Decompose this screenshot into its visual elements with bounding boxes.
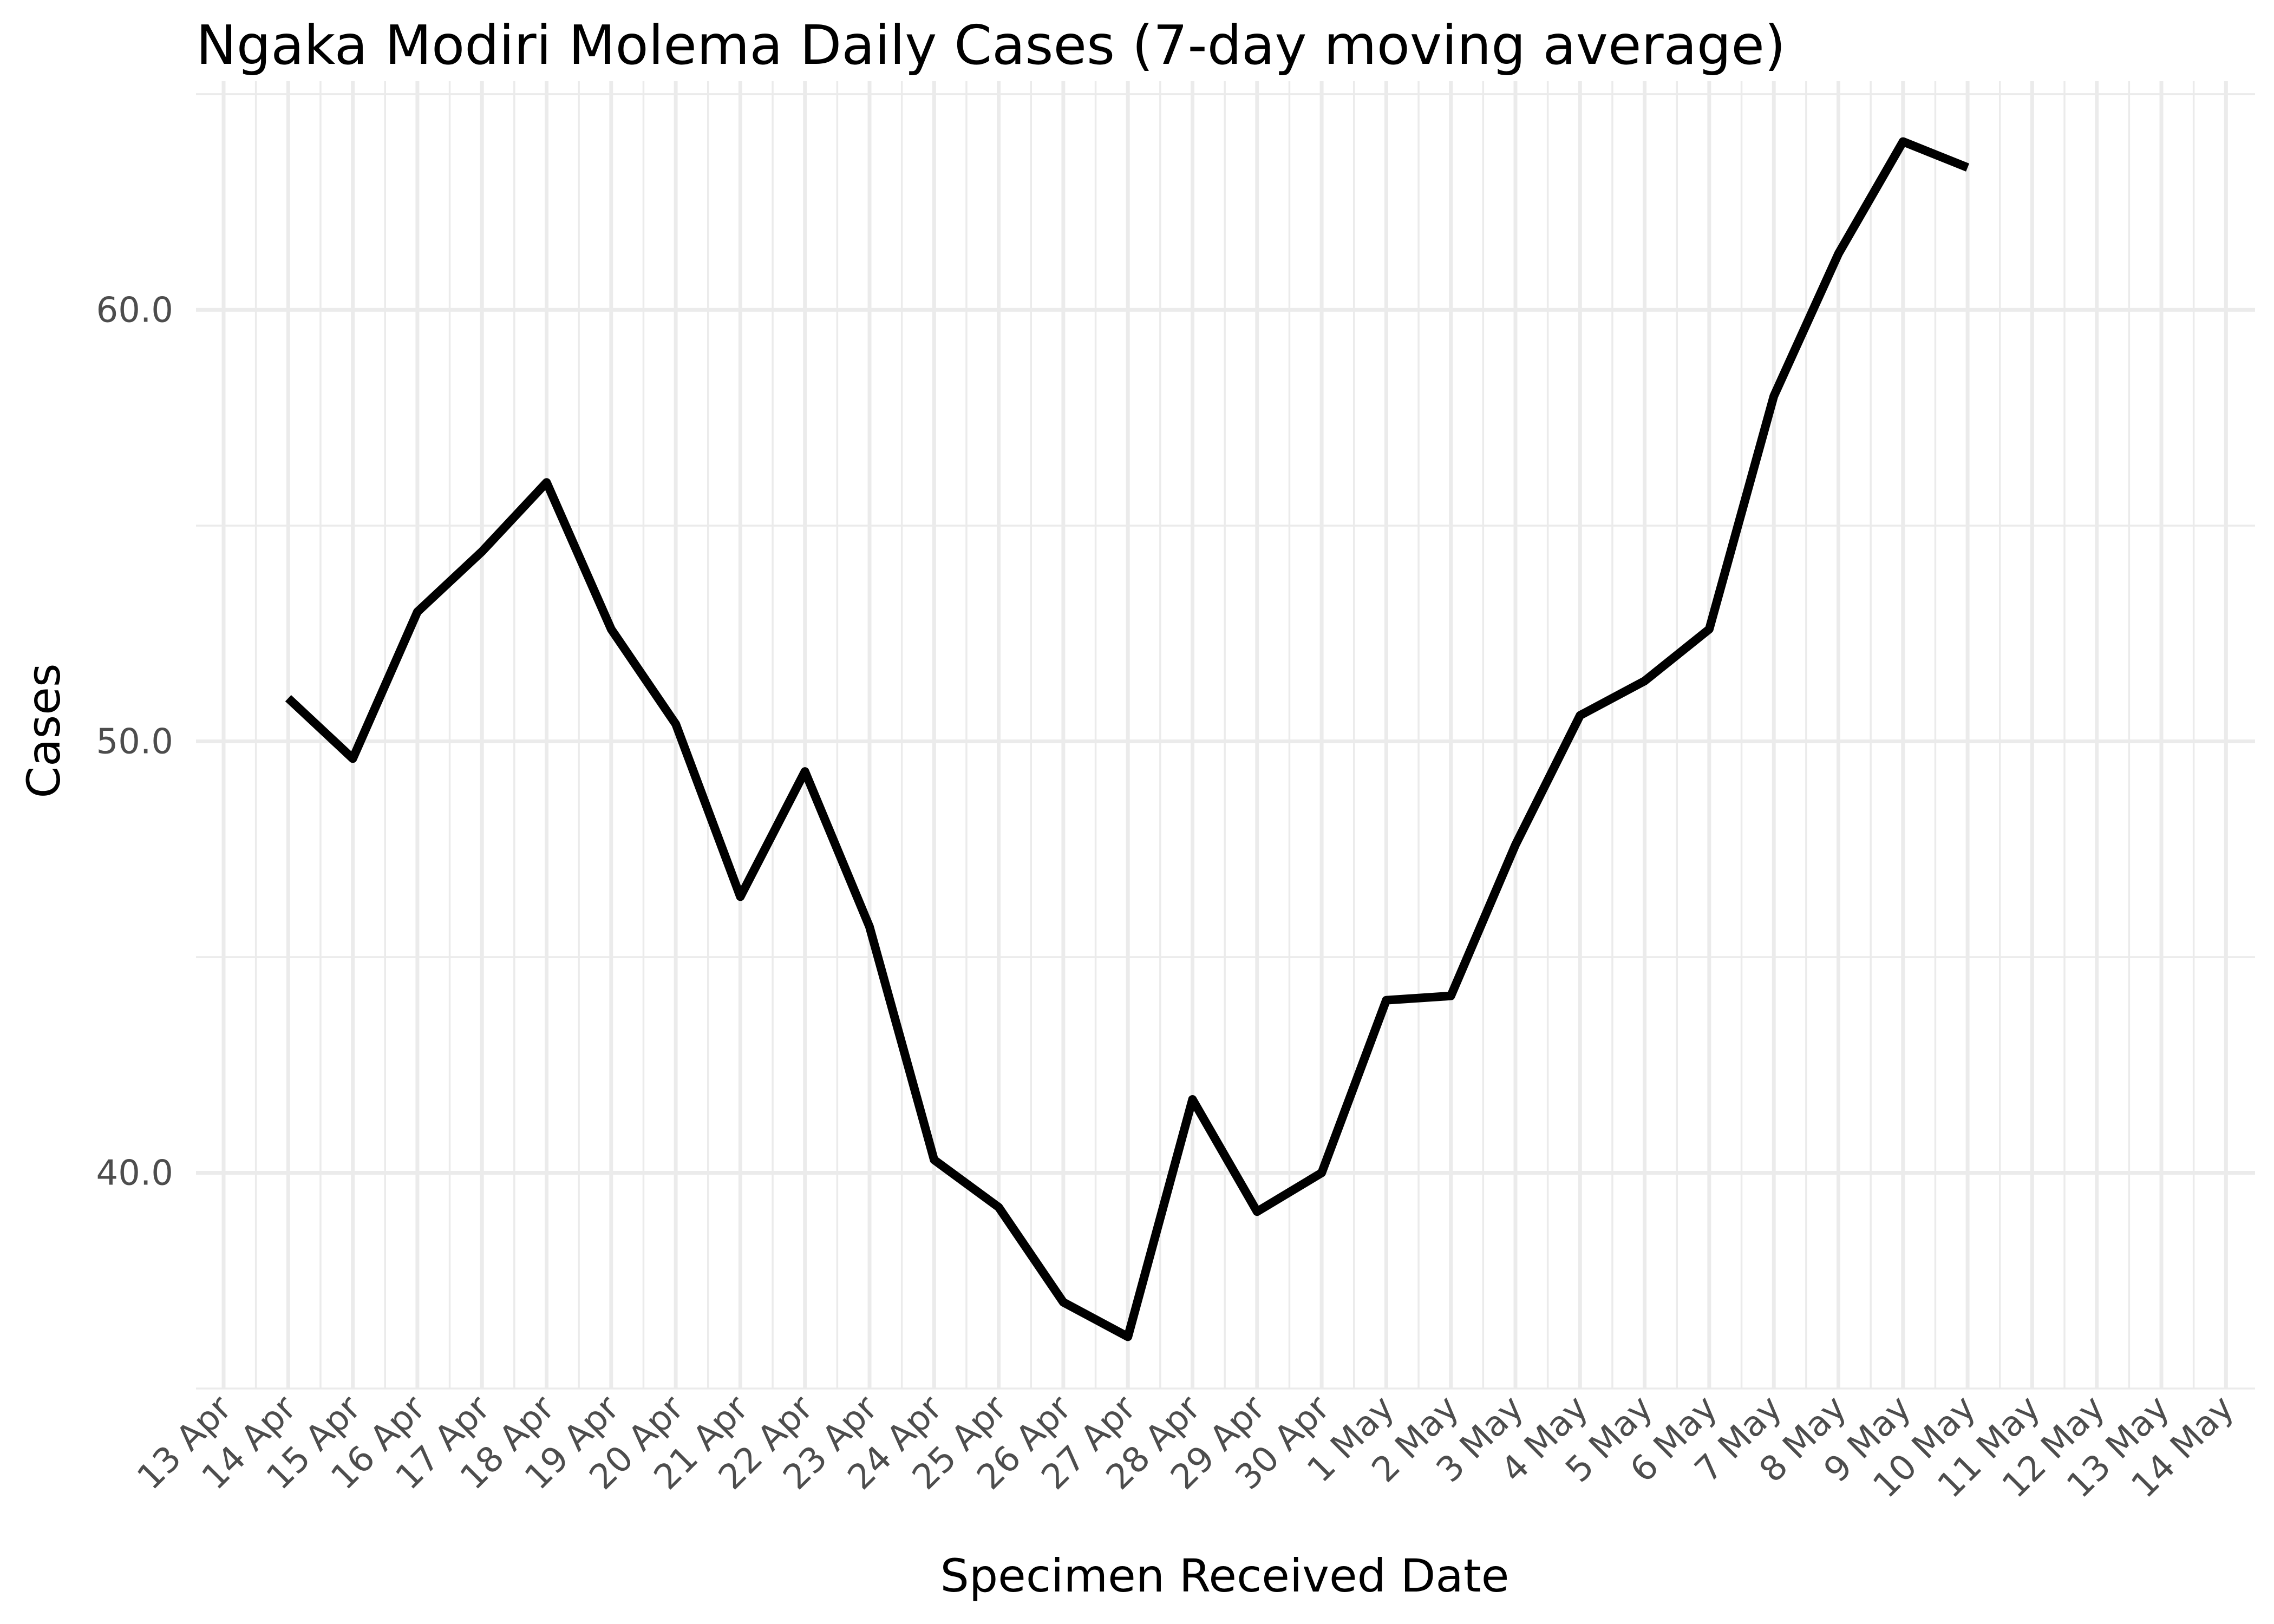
y-tick-label: 40.0 — [96, 1153, 174, 1193]
y-tick-label: 50.0 — [96, 722, 174, 762]
x-axis-title: Specimen Received Date — [940, 1549, 1510, 1602]
y-axis-ticks: 40.0 50.0 60.0 — [96, 290, 174, 1193]
chart-title: Ngaka Modiri Molema Daily Cases (7-day m… — [196, 14, 1786, 77]
y-axis-title: Cases — [17, 663, 70, 798]
gridlines — [196, 81, 2255, 1389]
y-tick-label: 60.0 — [96, 290, 174, 330]
